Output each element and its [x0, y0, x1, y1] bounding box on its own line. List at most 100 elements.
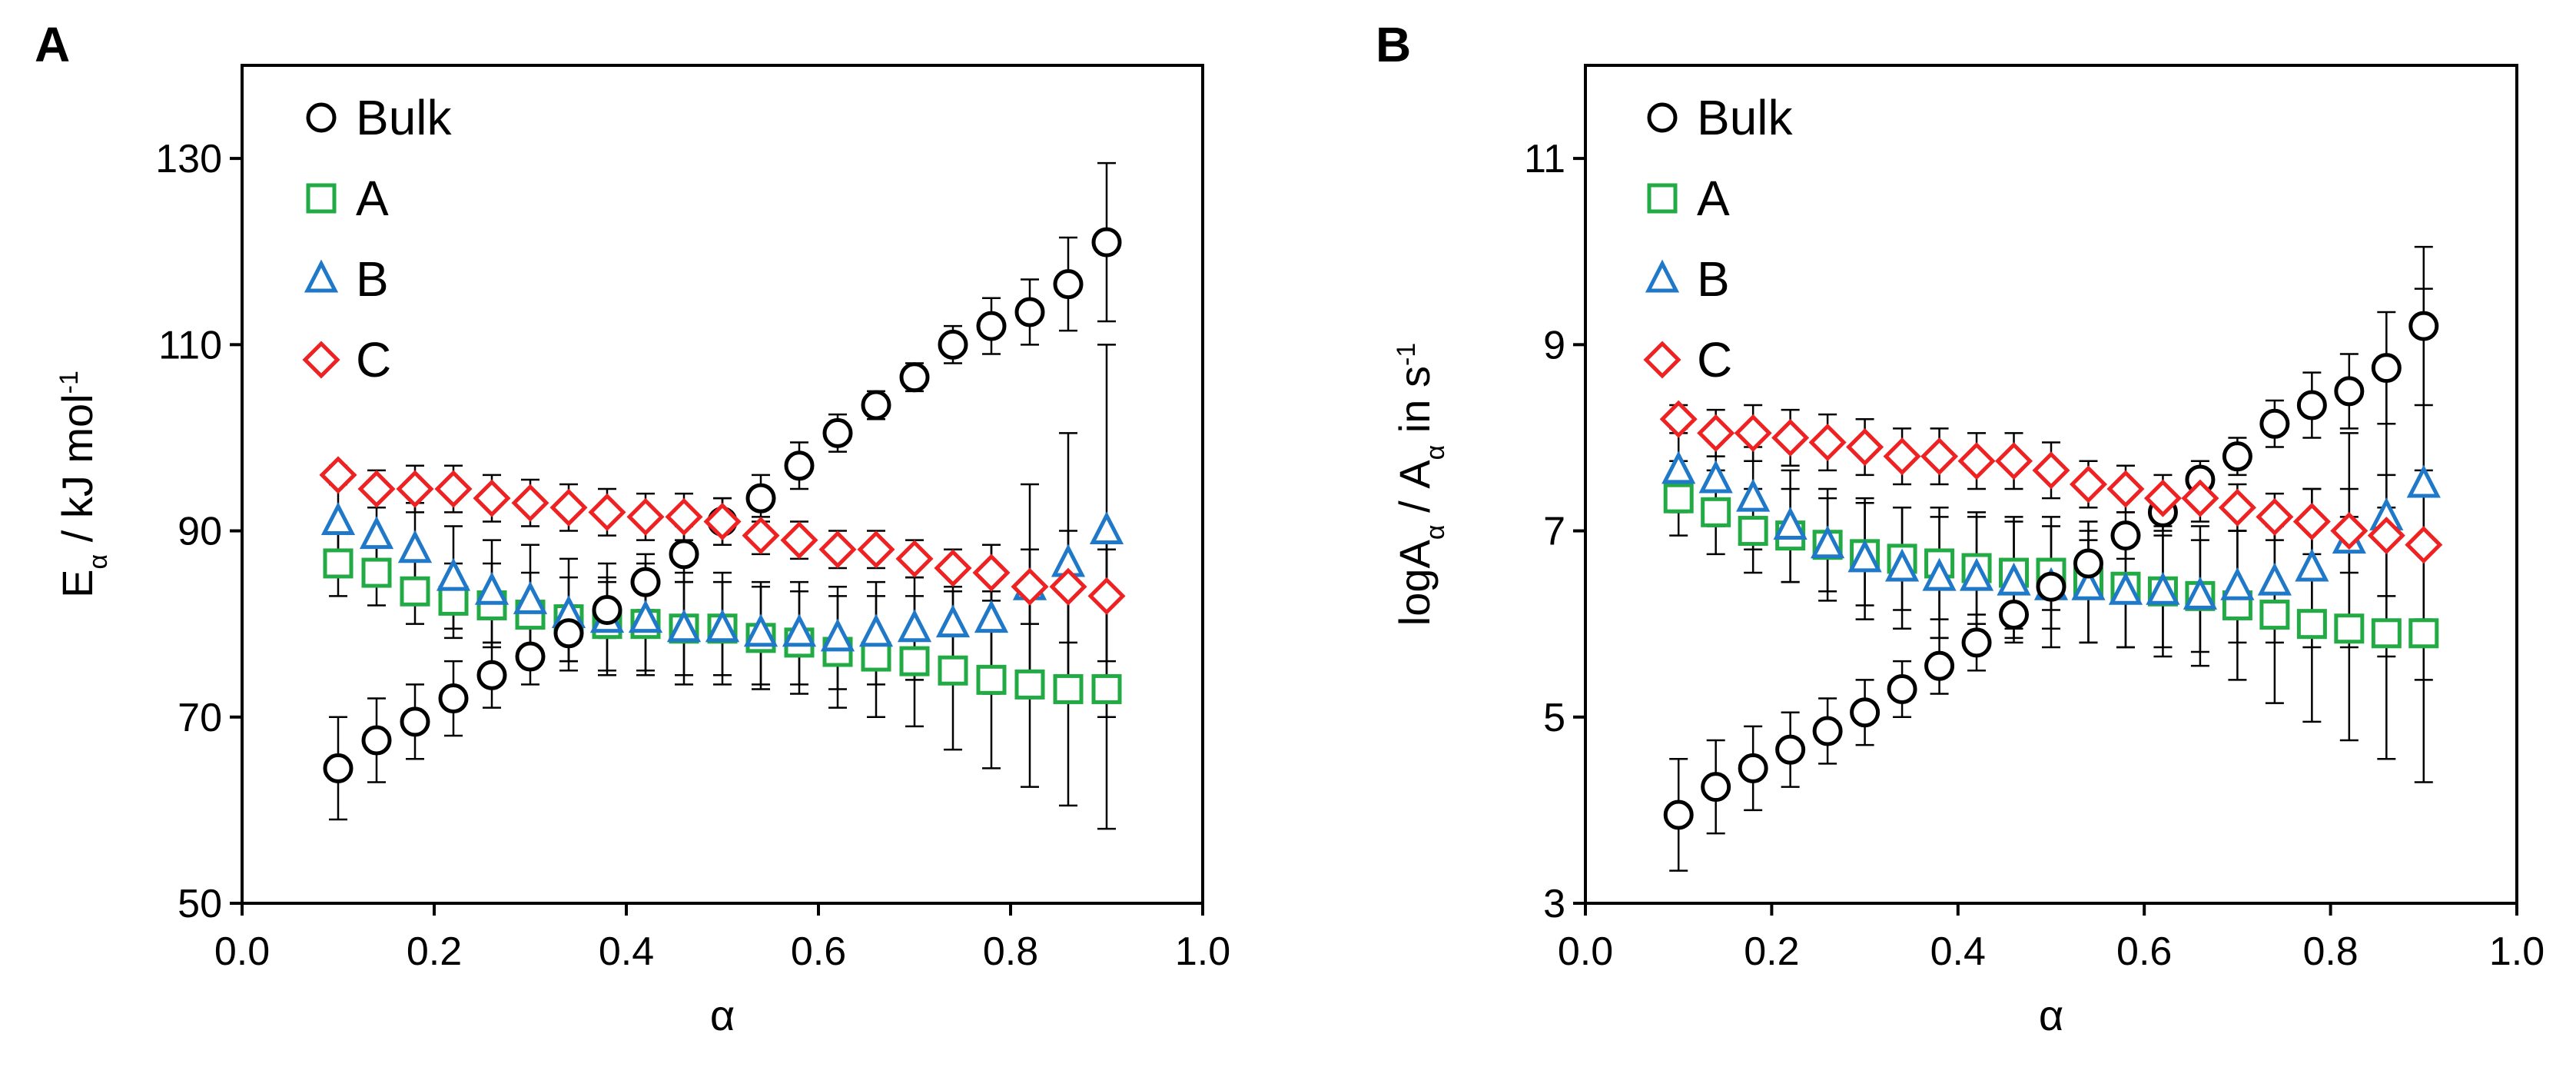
data-point-c — [434, 470, 473, 508]
data-point-bulk — [784, 450, 815, 481]
data-point-bulk — [1053, 269, 1084, 300]
y-tick-label: 9 — [1543, 323, 1565, 367]
data-point-a — [861, 641, 891, 672]
data-point-c — [1049, 567, 1087, 606]
y-label-superscript: -1 — [1392, 343, 1421, 366]
data-point-a — [323, 548, 354, 579]
data-point-a — [2296, 609, 2327, 640]
x-tick-label: 0.6 — [791, 929, 846, 974]
data-point-bulk — [1701, 772, 1731, 803]
legend-marker-c — [302, 341, 340, 379]
data-point-c — [934, 549, 972, 587]
panel-label: B — [1376, 17, 1411, 72]
data-point-bulk — [1999, 600, 2030, 630]
y-label-unit: in s — [1390, 366, 1439, 445]
data-point-bulk — [2110, 520, 2141, 551]
data-point-c — [1957, 442, 1996, 480]
data-point-bulk — [2259, 408, 2290, 439]
data-point-bulk — [2371, 353, 2402, 384]
data-point-b — [1736, 478, 1771, 512]
data-point-b — [705, 609, 740, 643]
legend-label-a: A — [356, 171, 389, 226]
series-b — [1661, 450, 2441, 610]
data-point-c — [1697, 414, 1735, 452]
data-point-c — [2069, 465, 2108, 504]
data-point-a — [400, 576, 430, 607]
data-point-b — [2406, 464, 2441, 498]
data-point-b — [2108, 571, 2143, 605]
legend: Bulk ABC — [302, 90, 453, 387]
data-point-bulk — [400, 706, 430, 737]
legend-label-b: B — [356, 251, 389, 307]
data-point-b — [2071, 567, 2106, 600]
data-point-b — [2220, 567, 2255, 600]
data-point-c — [1808, 423, 1847, 462]
data-point-bulk — [1887, 673, 1917, 704]
data-point-bulk — [592, 595, 622, 625]
data-point-c — [549, 488, 588, 527]
data-point-bulk — [2222, 441, 2252, 472]
data-point-a — [2334, 613, 2365, 644]
legend-marker-bulk — [1647, 102, 1678, 133]
y-axis-label: Eα / kJ mol-1 — [53, 371, 113, 598]
x-tick-label: 0.6 — [2116, 929, 2172, 974]
series-bulk — [323, 227, 1122, 783]
legend-marker-bulk — [306, 102, 337, 133]
data-point-c — [2256, 497, 2294, 536]
data-point-c — [1659, 400, 1698, 438]
data-point-a — [1663, 483, 1694, 514]
data-point-a — [1091, 673, 1122, 704]
data-point-b — [2295, 548, 2329, 582]
data-point-b — [1773, 507, 1808, 540]
data-point-c — [665, 497, 703, 536]
y-label-base: logA — [1390, 539, 1439, 626]
data-point-bulk — [938, 329, 968, 360]
data-point-bulk — [2408, 311, 2439, 341]
data-point-bulk — [1663, 799, 1694, 830]
data-point-c — [2218, 488, 2256, 527]
data-point-c — [319, 456, 357, 494]
y-tick-label: 130 — [155, 137, 222, 181]
data-point-a — [361, 557, 392, 588]
panel-label: A — [35, 17, 70, 72]
data-point-b — [820, 618, 855, 652]
data-point-c — [742, 517, 780, 555]
data-point-a — [1053, 673, 1084, 704]
data-point-b — [1811, 525, 1845, 559]
legend-label-bulk: Bulk — [356, 90, 453, 145]
data-point-b — [743, 613, 778, 647]
data-point-a — [899, 646, 930, 676]
y-label-superscript: -1 — [55, 371, 84, 394]
x-tick-label: 0.2 — [407, 929, 462, 974]
data-point-c — [396, 470, 434, 508]
data-point-b — [2257, 562, 2292, 596]
data-point-b — [1089, 511, 1124, 545]
legend-marker-a — [306, 183, 337, 214]
x-tick-label: 1.0 — [1175, 929, 1230, 974]
data-point-b — [1997, 562, 2031, 596]
data-point-c — [1734, 414, 1772, 452]
data-point-b — [2183, 576, 2218, 610]
data-point-bulk — [1775, 734, 1806, 765]
plot-frame — [1584, 64, 2518, 905]
data-point-bulk — [438, 683, 469, 714]
y-label-base: E — [53, 570, 101, 598]
data-point-b — [628, 600, 663, 633]
data-point-a — [2371, 618, 2402, 649]
data-point-c — [626, 497, 665, 536]
data-point-c — [895, 540, 934, 578]
data-point-c — [357, 470, 396, 508]
x-tick-label: 0.0 — [214, 929, 270, 974]
data-point-c — [2181, 479, 2219, 517]
data-point-c — [1883, 437, 1921, 476]
data-point-a — [2259, 600, 2290, 630]
legend-marker-a — [1647, 183, 1678, 214]
data-point-b — [436, 557, 471, 591]
data-point-b — [858, 613, 894, 647]
data-point-c — [1011, 567, 1049, 606]
legend-label-b: B — [1697, 251, 1730, 307]
data-point-b — [513, 580, 548, 614]
data-point-bulk — [361, 725, 392, 756]
